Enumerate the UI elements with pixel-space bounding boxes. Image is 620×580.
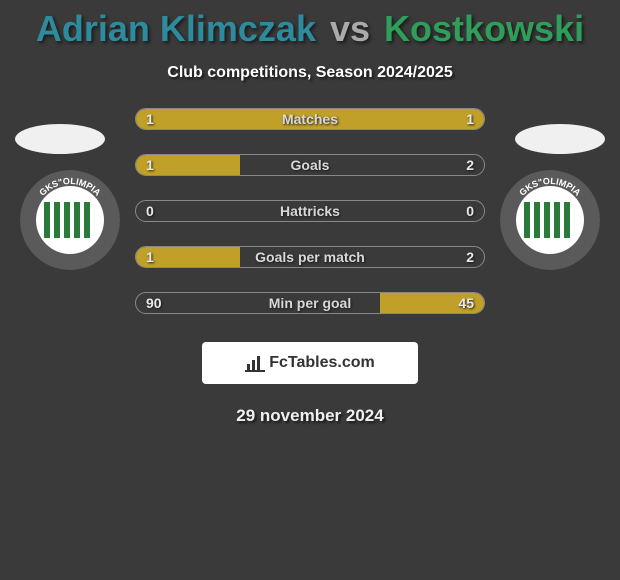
stat-row: 1 1 Matches	[135, 108, 485, 130]
player1-name: Adrian Klimczak	[36, 8, 316, 49]
stat-label: Hattricks	[280, 203, 340, 219]
player2-club-badge: GKS"OLIMPIA GRUDZIADZ	[500, 170, 600, 270]
left-shadow-oval	[15, 124, 105, 154]
brand-box: FcTables.com	[202, 342, 418, 384]
page-title: Adrian Klimczak vs Kostkowski	[0, 0, 620, 50]
club-badge-svg-left: GKS"OLIMPIA GRUDZIADZ	[20, 170, 120, 270]
stat-row: 1 2 Goals	[135, 154, 485, 176]
bar-chart-icon	[245, 354, 265, 372]
right-shadow-oval	[515, 124, 605, 154]
stat-row: 0 0 Hattricks	[135, 200, 485, 222]
stats-container: 1 1 Matches 1 2 Goals 0 0 Hattricks 1 2 Goals per m…	[135, 108, 485, 314]
subtitle: Club competitions, Season 2024/2025	[0, 64, 620, 82]
stat-label: Goals per match	[255, 249, 365, 265]
stat-value-left: 1	[146, 111, 154, 127]
brand-text: FcTables.com	[269, 354, 375, 372]
stat-value-left: 90	[146, 295, 162, 311]
stat-value-right: 45	[458, 295, 474, 311]
player1-club-badge: GKS"OLIMPIA GRUDZIADZ	[20, 170, 120, 270]
date-text: 29 november 2024	[0, 406, 620, 426]
stat-value-right: 2	[466, 157, 474, 173]
stat-value-left: 1	[146, 249, 154, 265]
stat-label: Matches	[282, 111, 338, 127]
stat-label: Goals	[291, 157, 330, 173]
stat-value-right: 1	[466, 111, 474, 127]
club-badge-svg-right: GKS"OLIMPIA GRUDZIADZ	[500, 170, 600, 270]
stat-value-left: 1	[146, 157, 154, 173]
stat-row: 1 2 Goals per match	[135, 246, 485, 268]
stat-row: 90 45 Min per goal	[135, 292, 485, 314]
stat-value-right: 0	[466, 203, 474, 219]
vs-text: vs	[330, 8, 370, 49]
stat-value-left: 0	[146, 203, 154, 219]
stat-label: Min per goal	[269, 295, 351, 311]
player2-name: Kostkowski	[384, 8, 584, 49]
stat-value-right: 2	[466, 249, 474, 265]
